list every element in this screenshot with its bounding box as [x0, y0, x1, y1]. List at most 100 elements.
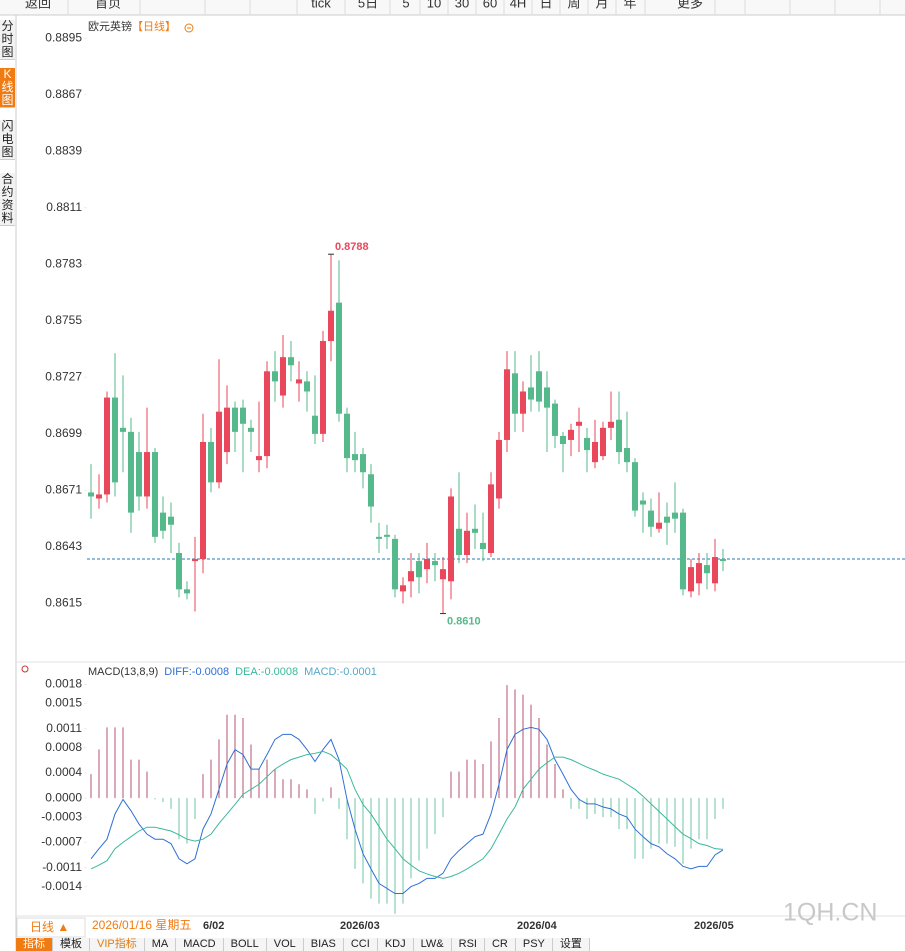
- y-tick-label: 0.8895: [45, 30, 82, 44]
- indicator-tab[interactable]: VIP指标: [90, 938, 145, 951]
- toolbar-button[interactable]: 5日: [358, 0, 378, 10]
- toolbar: [0, 0, 905, 15]
- indicator-tab[interactable]: BIAS: [303, 938, 344, 951]
- chart-title: 欧元英镑【日线】: [88, 19, 176, 33]
- indicator-tab[interactable]: KDJ: [377, 938, 414, 951]
- period-button-box[interactable]: [16, 917, 86, 938]
- candle-body: [240, 407, 246, 424]
- toolbar-button[interactable]: 年: [623, 0, 636, 10]
- y-tick-label: 0.0018: [45, 677, 82, 691]
- candle-body: [216, 411, 222, 483]
- candle-body: [376, 536, 382, 539]
- indicator-tab[interactable]: BOLL: [223, 938, 267, 951]
- indicator-tab[interactable]: CCI: [343, 938, 378, 951]
- indicator-tab[interactable]: VOL: [266, 938, 304, 951]
- toolbar-button[interactable]: tick: [311, 0, 331, 10]
- candle-body: [608, 421, 614, 428]
- candle-body: [320, 341, 326, 434]
- candle-body: [408, 571, 414, 582]
- symbol: 欧元英镑: [88, 19, 132, 33]
- sidebar-tab[interactable]: K线图: [0, 67, 15, 108]
- candle-body: [560, 435, 566, 444]
- candle-body: [160, 512, 166, 531]
- toolbar-button[interactable]: 30: [455, 0, 469, 10]
- toolbar-button[interactable]: 4H: [510, 0, 527, 10]
- indicator-tab[interactable]: MA: [144, 938, 177, 951]
- indicator-tab[interactable]: LW&: [413, 938, 452, 951]
- toolbar-button[interactable]: 更多: [677, 0, 703, 10]
- candle-body: [648, 510, 654, 527]
- macd-title: MACD(13,8,9): [88, 666, 158, 678]
- candle-body: [464, 530, 470, 556]
- y-tick-label: 0.0004: [45, 765, 82, 779]
- candle-body: [384, 534, 390, 537]
- candle-body: [488, 484, 494, 553]
- candle-body: [552, 403, 558, 436]
- candle-body: [424, 559, 430, 570]
- candle-body: [256, 456, 262, 461]
- indicator-tab[interactable]: 设置: [552, 938, 590, 951]
- candle-body: [496, 439, 502, 499]
- candle-body: [712, 557, 718, 584]
- candle-body: [136, 452, 142, 497]
- x-tick-label: 2026/05: [694, 920, 734, 932]
- candle-body: [472, 528, 478, 533]
- candle-body: [128, 431, 134, 513]
- candle-body: [504, 369, 510, 440]
- toolbar-button[interactable]: 首页: [95, 0, 121, 10]
- candle-body: [584, 437, 590, 451]
- indicator-tab[interactable]: 模板: [53, 938, 90, 951]
- candle-body: [232, 407, 238, 432]
- y-tick-label: 0.0015: [45, 696, 82, 710]
- candle-body: [328, 310, 334, 342]
- y-tick-label: 0.8643: [45, 539, 82, 553]
- collapse-icon[interactable]: [184, 23, 194, 33]
- candle-body: [200, 441, 206, 560]
- toolbar-button[interactable]: 10: [427, 0, 441, 10]
- candle-body: [432, 561, 438, 566]
- settings-icon[interactable]: [21, 665, 29, 673]
- candle-body: [640, 500, 646, 505]
- toolbar-button[interactable]: 60: [483, 0, 497, 10]
- candle-body: [352, 454, 358, 461]
- candle-body: [632, 462, 638, 511]
- candle-body: [184, 589, 190, 594]
- candle-body: [272, 371, 278, 382]
- candle-body: [104, 397, 110, 495]
- indicator-tab[interactable]: CR: [484, 938, 516, 951]
- candle-body: [360, 454, 366, 473]
- sidebar-tab[interactable]: 闪电图: [0, 119, 15, 160]
- candle-body: [592, 441, 598, 463]
- candle-body: [656, 522, 662, 529]
- x-tick-label: 2026/03: [340, 920, 380, 932]
- macd-header: MACD(13,8,9) DIFF:-0.0008 DEA:-0.0008 MACD:…: [88, 666, 377, 678]
- y-tick-label: 0.8867: [45, 87, 82, 101]
- indicator-tabs: 指标 模板 VIP指标 MA MACD BOLL VOL BIAS CCI KDJ LW& RSI CR…: [16, 938, 590, 951]
- sidebar-tab[interactable]: 分时图: [0, 19, 15, 60]
- y-tick-label: 0.0008: [45, 740, 82, 754]
- candle-body: [456, 528, 462, 556]
- toolbar-button[interactable]: 周: [567, 0, 580, 10]
- candle-body: [536, 371, 542, 402]
- y-tick-label: 0.8671: [45, 483, 82, 497]
- y-tick-label: 0.8811: [46, 200, 82, 214]
- toolbar-button[interactable]: 返回: [25, 0, 51, 10]
- y-tick-label: 0.0000: [45, 790, 82, 804]
- readout: MACD:-0.0001: [304, 666, 377, 678]
- indicator-tab[interactable]: 指标: [16, 938, 53, 951]
- x-tick-label: 6/02: [203, 920, 224, 932]
- toolbar-button[interactable]: 日: [539, 0, 552, 10]
- candle-body: [568, 429, 574, 440]
- period-button[interactable]: 日线 ▲: [30, 920, 69, 934]
- candle-body: [440, 569, 446, 580]
- toolbar-button[interactable]: 月: [595, 0, 608, 10]
- readout: DIFF:-0.0008: [164, 666, 229, 678]
- candle-body: [96, 494, 102, 499]
- indicator-tab[interactable]: PSY: [515, 938, 553, 951]
- indicator-tab[interactable]: RSI: [451, 938, 485, 951]
- sidebar-tab[interactable]: 合约资料: [0, 172, 15, 226]
- toolbar-button[interactable]: 5: [402, 0, 409, 10]
- indicator-tab[interactable]: MACD: [176, 938, 224, 951]
- y-tick-label: 0.8839: [45, 143, 82, 157]
